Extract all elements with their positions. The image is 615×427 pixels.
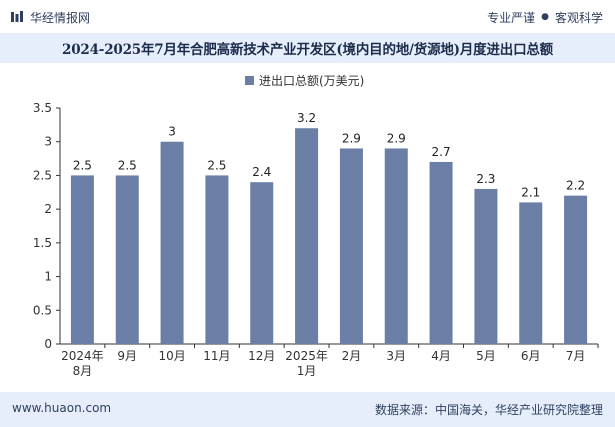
x-tick-label: 8月 <box>73 364 93 378</box>
bar <box>160 141 184 344</box>
top-bar: 华经情报网 专业严谨 ● 客观科学 <box>0 0 615 33</box>
bar-value-label: 2.9 <box>342 131 361 145</box>
bar <box>115 175 139 344</box>
y-tick-label: 3.5 <box>33 101 52 115</box>
y-tick-label: 1 <box>44 270 52 284</box>
y-tick-label: 0.5 <box>33 303 52 317</box>
brand-name: 华经情报网 <box>30 10 91 25</box>
chart-title: 2024-2025年7月年合肥高新技术产业开发区(境内目的地/货源地)月度进出口… <box>0 33 615 63</box>
footer: www.huaon.com 数据来源：中国海关，华经产业研究院整理 <box>0 392 615 427</box>
legend-label: 进出口总额(万美元) <box>259 74 364 88</box>
header-tags: 专业严谨 ● 客观科学 <box>487 9 603 25</box>
tag-professional: 专业严谨 <box>487 10 536 25</box>
y-tick-label: 0 <box>44 337 52 351</box>
x-tick-label: 9月 <box>117 349 137 363</box>
bar <box>339 148 363 344</box>
bar-value-label: 2.4 <box>252 165 271 179</box>
brand-logo-icon <box>11 11 23 22</box>
bar-value-label: 3.2 <box>297 111 316 125</box>
brand: 华经情报网 <box>10 9 90 25</box>
bar <box>474 188 498 344</box>
bar-value-label: 2.2 <box>566 179 585 193</box>
legend-swatch <box>245 76 254 85</box>
bar <box>519 202 543 344</box>
footer-source: 数据来源：中国海关，华经产业研究院整理 <box>374 403 603 417</box>
bar <box>384 148 408 344</box>
bar <box>250 182 274 344</box>
bar-value-label: 2.5 <box>73 158 92 172</box>
bar-value-label: 2.5 <box>118 158 137 172</box>
y-tick-label: 2 <box>44 202 52 216</box>
y-tick-label: 2.5 <box>33 168 52 182</box>
footer-website: www.huaon.com <box>12 401 112 415</box>
tag-objective: 客观科学 <box>554 10 603 25</box>
x-tick-label: 5月 <box>476 349 496 363</box>
bar-value-label: 2.3 <box>476 172 495 186</box>
y-tick-label: 1.5 <box>33 236 52 250</box>
bar <box>295 128 319 344</box>
bar <box>205 175 229 344</box>
x-tick-label: 3月 <box>386 349 406 363</box>
chart-area: 进出口总额(万美元) 0 0.5 1 1.5 2 2.5 3 3.5 2.5 2024年 8月 2.5 9… <box>0 63 615 392</box>
x-tick-label: 1月 <box>297 364 317 378</box>
y-tick-label: 3 <box>44 135 52 149</box>
bar-value-label: 2.9 <box>387 131 406 145</box>
x-tick-label: 12月 <box>248 349 275 363</box>
bar-value-label: 2.7 <box>432 145 451 159</box>
x-tick-label: 7月 <box>566 349 586 363</box>
bar <box>564 195 588 344</box>
bar <box>429 161 453 344</box>
x-tick-label: 2月 <box>342 349 362 363</box>
x-tick-label: 4月 <box>431 349 451 363</box>
bar-value-label: 3 <box>168 125 176 139</box>
bar-value-label: 2.5 <box>207 158 226 172</box>
bar-value-label: 2.1 <box>521 185 540 199</box>
x-tick-label: 2024年 <box>61 349 104 363</box>
bar <box>70 175 94 344</box>
x-tick-label: 6月 <box>521 349 541 363</box>
tag-separator: ● <box>541 12 549 22</box>
x-tick-label: 2025年 <box>285 349 328 363</box>
x-tick-label: 11月 <box>203 349 230 363</box>
x-tick-label: 10月 <box>158 349 185 363</box>
